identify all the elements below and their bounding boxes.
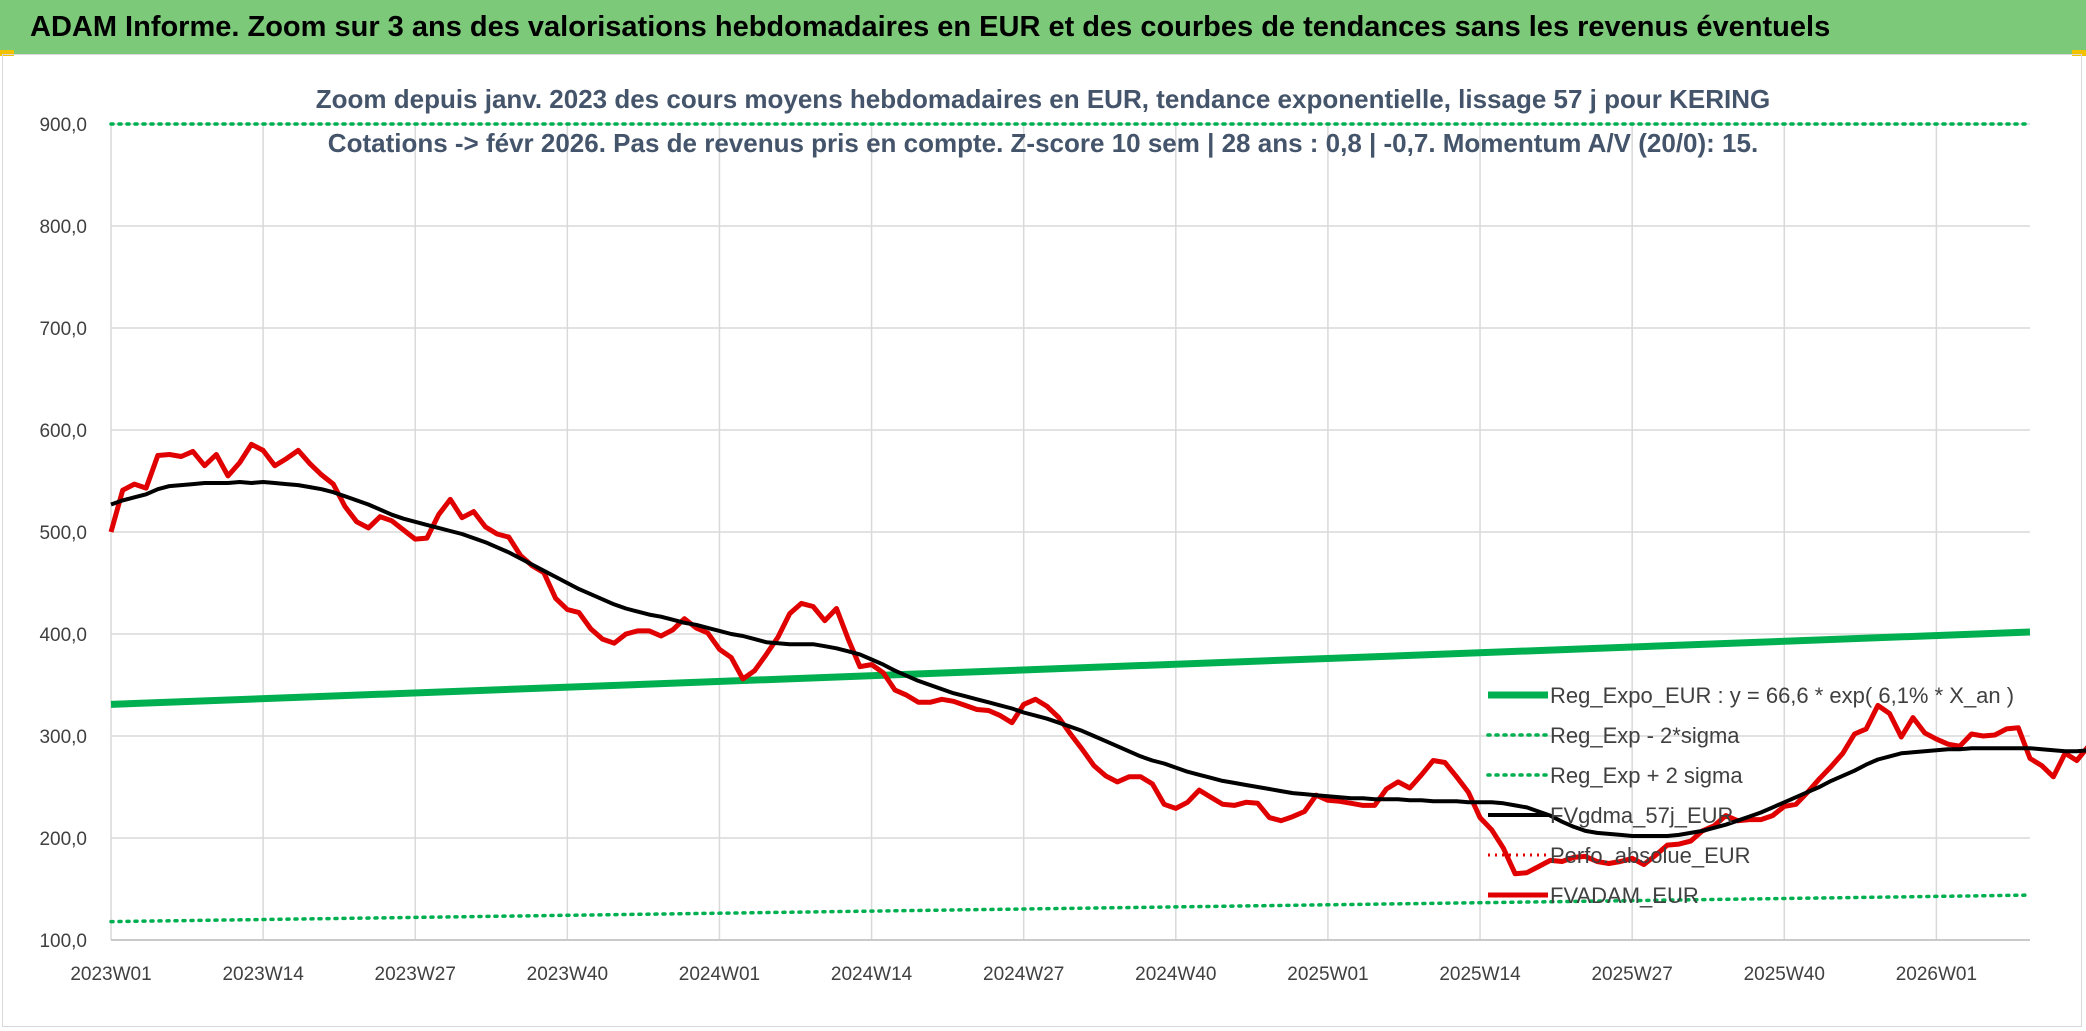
x-tick-label: 2024W14 <box>831 964 913 985</box>
x-tick-label: 2023W27 <box>375 964 456 985</box>
y-tick-label: 800,0 <box>39 217 87 238</box>
chart-title-line1: Zoom depuis janv. 2023 des cours moyens … <box>316 84 1771 114</box>
x-tick-label: 2025W14 <box>1439 964 1521 985</box>
axis-layer: 100,0 200,0 300,0 400,0 500,0 600,0 700,0 800,0… <box>39 115 2030 985</box>
legend-label: FVADAM_EUR <box>1550 883 1699 908</box>
legend-label: Reg_Exp + 2 sigma <box>1550 763 1743 788</box>
legend-label: FVgdma_57j_EUR <box>1550 803 1733 828</box>
x-tick-label: 2024W01 <box>679 964 760 985</box>
y-tick-label: 300,0 <box>39 727 87 748</box>
x-tick-label: 2024W40 <box>1135 964 1216 985</box>
x-tick-label: 2023W14 <box>222 964 304 985</box>
x-tick-label: 2025W40 <box>1744 964 1825 985</box>
corner-accent-left <box>0 50 14 56</box>
series-line-reg-exp-2-sigma <box>109 893 2032 924</box>
series-line-fvgdma-57j-eur <box>110 480 2086 838</box>
page-title: ADAM Informe. Zoom sur 3 ans des valoris… <box>0 0 2086 54</box>
y-tick-label: 900,0 <box>39 115 87 136</box>
chart-frame <box>2 54 2082 1027</box>
series-layer <box>108 122 2086 924</box>
x-tick-label: 2025W01 <box>1287 964 1368 985</box>
x-tick-label: 2024W27 <box>983 964 1064 985</box>
series-line-reg-expo-eur <box>110 628 2031 708</box>
corner-accent-right <box>2072 50 2086 56</box>
y-tick-label: 100,0 <box>39 931 87 952</box>
legend-label: Perfo. absolue_EUR <box>1550 843 1751 868</box>
chart-title-line2: Cotations -> févr 2026. Pas de revenus p… <box>328 128 1758 158</box>
legend-label: Reg_Exp - 2*sigma <box>1550 723 1740 748</box>
y-tick-label: 400,0 <box>39 625 87 646</box>
x-tick-label: 2023W01 <box>70 964 151 985</box>
y-tick-label: 500,0 <box>39 523 87 544</box>
legend: Reg_Expo_EUR : y = 66,6 * exp( 6,1% * X_… <box>1486 683 2014 908</box>
x-tick-label: 2026W01 <box>1896 964 1977 985</box>
x-tick-label: 2025W27 <box>1591 964 1672 985</box>
series-line-fvadam-eur <box>108 441 2086 877</box>
x-tick-label: 2023W40 <box>527 964 608 985</box>
legend-label: Reg_Expo_EUR : y = 66,6 * exp( 6,1% * X_… <box>1550 683 2014 708</box>
y-tick-label: 700,0 <box>39 319 87 340</box>
y-tick-label: 200,0 <box>39 829 87 850</box>
y-tick-label: 600,0 <box>39 421 87 442</box>
